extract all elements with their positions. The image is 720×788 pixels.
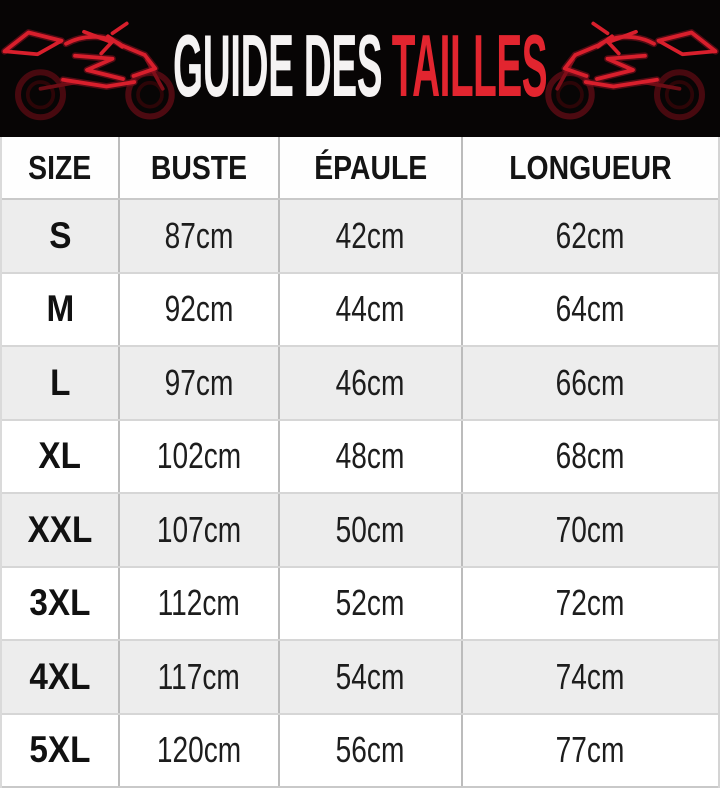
page-title-tailles: TAILLES <box>391 15 548 115</box>
buste-value: 107cm <box>120 494 280 566</box>
size-table: SIZE BUSTE ÉPAULE LONGUEUR S 87cm 42cm 6… <box>0 137 720 788</box>
epaule-value: 54cm <box>280 641 463 713</box>
epaule-value: 56cm <box>280 714 463 786</box>
buste-value: 87cm <box>120 200 280 272</box>
epaule-value: 52cm <box>280 567 463 639</box>
longueur-value: 68cm <box>556 435 625 477</box>
longueur-value: 64cm <box>556 288 625 330</box>
page-title: GUIDE DES TAILLES <box>172 15 548 115</box>
size-label: XXL <box>2 494 120 566</box>
size-label: M <box>2 273 120 345</box>
size-label: S <box>2 200 120 272</box>
motorcycle-left-icon <box>1 21 175 121</box>
longueur-value: 66cm <box>556 361 625 403</box>
longueur-value: 62cm <box>556 214 625 256</box>
table-row-xl: XL 102cm 48cm 68cm <box>2 420 718 494</box>
epaule-value: 42cm <box>280 200 463 272</box>
table-row-xxl: XXL 107cm 50cm 70cm <box>2 494 718 568</box>
size-label: 3XL <box>2 567 120 639</box>
size-label: XL <box>2 420 120 492</box>
column-header-epaule: ÉPAULE <box>280 137 463 198</box>
epaule-value: 44cm <box>280 273 463 345</box>
size-label: 4XL <box>2 641 120 713</box>
longueur-value: 74cm <box>556 655 625 697</box>
size-label: 5XL <box>2 714 120 786</box>
longueur-value: 77cm <box>556 729 625 771</box>
table-row-5xl: 5XL 120cm 56cm 77cm <box>2 714 718 788</box>
longueur-value: 70cm <box>556 508 625 550</box>
motorcycle-right-icon <box>545 21 719 121</box>
epaule-value: 50cm <box>280 494 463 566</box>
table-header-row: SIZE BUSTE ÉPAULE LONGUEUR <box>2 137 718 200</box>
buste-value: 102cm <box>120 420 280 492</box>
column-header-longueur: LONGUEUR <box>509 148 672 186</box>
longueur-value: 72cm <box>556 582 625 624</box>
table-row-m: M 92cm 44cm 64cm <box>2 273 718 347</box>
column-header-size: SIZE <box>2 137 120 198</box>
page-title-guide-des: GUIDE DES <box>172 15 382 115</box>
table-row-4xl: 4XL 117cm 54cm 74cm <box>2 641 718 715</box>
buste-value: 97cm <box>120 347 280 419</box>
table-row-l: L 97cm 46cm 66cm <box>2 347 718 421</box>
buste-value: 112cm <box>120 567 280 639</box>
table-row-s: S 87cm 42cm 62cm <box>2 200 718 274</box>
buste-value: 92cm <box>120 273 280 345</box>
table-row-3xl: 3XL 112cm 52cm 72cm <box>2 567 718 641</box>
buste-value: 117cm <box>120 641 280 713</box>
column-header-buste: BUSTE <box>120 137 280 198</box>
hero-banner: GUIDE DES TAILLES <box>0 0 720 137</box>
size-label: L <box>2 347 120 419</box>
epaule-value: 46cm <box>280 347 463 419</box>
epaule-value: 48cm <box>280 420 463 492</box>
buste-value: 120cm <box>120 714 280 786</box>
